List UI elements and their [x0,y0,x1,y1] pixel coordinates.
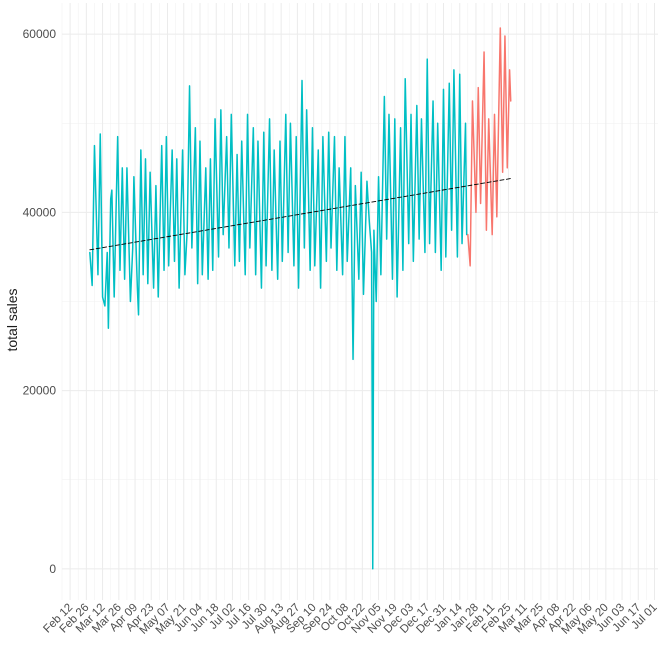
series-line-actual [89,58,468,570]
minor-gridlines [61,3,658,600]
y-axis-label: total sales [4,288,20,351]
major-gridlines [62,3,658,600]
y-tick-label: 0 [49,562,56,576]
series-line-forecast [467,27,512,267]
y-axis-ticks: 0 20000 40000 60000 [23,27,57,576]
y-tick-label: 20000 [23,384,57,398]
series-layer [89,27,512,570]
trend-line [89,178,512,251]
y-tick-label: 40000 [23,205,57,219]
y-tick-label: 60000 [23,27,57,41]
